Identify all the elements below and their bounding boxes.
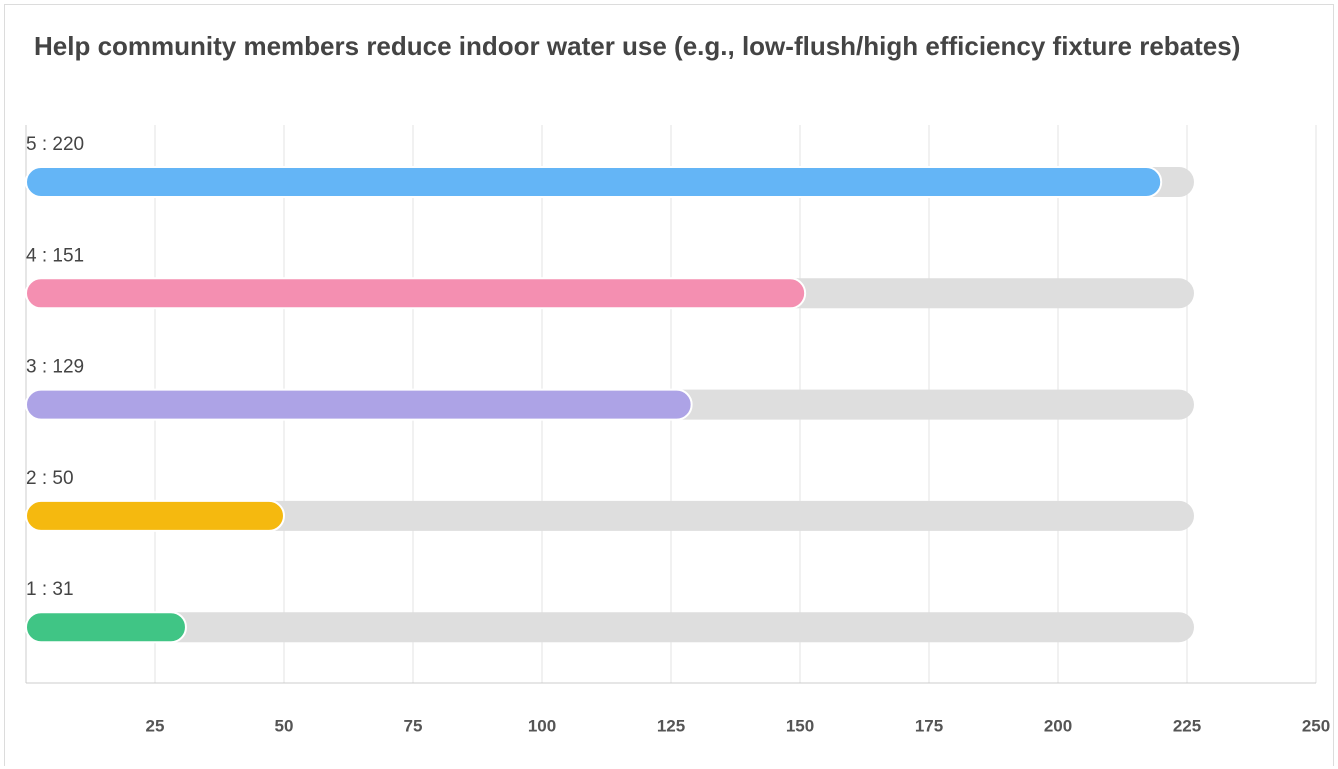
x-tick-label: 250 [1302,716,1330,735]
x-tick-label: 225 [1173,716,1201,735]
bar-label: 2 : 50 [26,468,74,489]
bar [25,166,1163,198]
bar-label: 5 : 220 [26,134,84,155]
x-tick-label: 50 [275,716,294,735]
card-border [4,4,1334,766]
bar-track [26,500,1194,531]
bar-label: 3 : 129 [26,357,84,378]
bar [25,499,285,532]
chart-title: Help community members reduce indoor wat… [34,31,1241,61]
x-tick-label: 200 [1044,716,1072,735]
x-tick-label: 25 [146,716,165,735]
bar [25,277,807,310]
bar-label: 4 : 151 [26,245,84,266]
bar [25,611,187,644]
x-tick-label: 100 [528,716,556,735]
bar [25,388,693,421]
x-tick-label: 75 [404,716,423,735]
x-tick-label: 125 [657,716,685,735]
x-tick-label: 175 [915,716,943,735]
x-tick-label: 150 [786,716,814,735]
bar-track [26,612,1194,643]
bar-label: 1 : 31 [26,579,74,600]
